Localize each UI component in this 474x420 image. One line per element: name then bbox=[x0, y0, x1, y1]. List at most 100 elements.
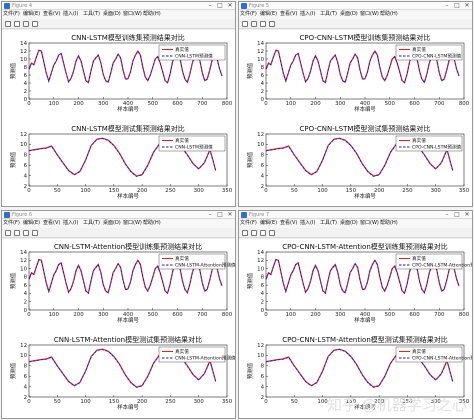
title-bar[interactable]: Figure 7 – □ ✕ bbox=[239, 211, 472, 219]
print-icon[interactable] bbox=[32, 21, 38, 27]
title-bar[interactable]: Figure 5 – □ ✕ bbox=[239, 2, 472, 10]
matlab-figure-icon bbox=[4, 3, 10, 9]
axes: CNN-LSTM-Attention模型训练集预测结果对比02468101214… bbox=[9, 242, 235, 324]
menu-view[interactable]: 查看(V) bbox=[43, 11, 61, 17]
menu-insert[interactable]: 插入(I) bbox=[300, 220, 316, 226]
menu-desktop[interactable]: 桌面(D) bbox=[103, 11, 121, 17]
y-axis-label: 预测值 bbox=[9, 62, 17, 79]
save-icon[interactable] bbox=[23, 21, 29, 27]
close-icon[interactable]: ✕ bbox=[464, 211, 470, 218]
title-bar[interactable]: Figure 6 – □ ✕ bbox=[2, 211, 235, 219]
x-tick-label: 300 bbox=[431, 399, 442, 405]
print-icon[interactable] bbox=[269, 230, 275, 236]
menu-file[interactable]: 文件(F) bbox=[240, 11, 257, 17]
menu-file[interactable]: 文件(F) bbox=[3, 11, 20, 17]
menu-tools[interactable]: 工具(T) bbox=[83, 11, 100, 17]
maximize-icon[interactable]: □ bbox=[454, 211, 460, 218]
x-tick-label: 200 bbox=[310, 312, 321, 318]
x-axis-label: 样本编号 bbox=[354, 316, 376, 324]
x-tick-label: 300 bbox=[194, 188, 205, 194]
save-icon[interactable] bbox=[260, 21, 266, 27]
y-tick-label: 0 bbox=[261, 308, 265, 314]
new-figure-icon[interactable] bbox=[242, 230, 248, 236]
maximize-icon[interactable]: □ bbox=[454, 2, 460, 9]
save-icon[interactable] bbox=[23, 230, 29, 236]
open-file-icon[interactable] bbox=[251, 21, 257, 27]
menu-window[interactable]: 窗口(W) bbox=[360, 11, 379, 17]
legend-label: 真实值 bbox=[412, 46, 426, 53]
menu-edit[interactable]: 编辑(E) bbox=[260, 220, 278, 226]
figure-window-6[interactable]: Figure 6 – □ ✕ 文件(F) 编辑(E) 查看(V) 插入(I) 工… bbox=[1, 210, 236, 419]
series-line-predicted bbox=[28, 138, 217, 177]
x-tick-label: 200 bbox=[374, 188, 385, 194]
figure-window-7[interactable]: Figure 7 – □ ✕ 文件(F) 编辑(E) 查看(V) 插入(I) 工… bbox=[238, 210, 473, 419]
new-figure-icon[interactable] bbox=[242, 21, 248, 27]
title-bar[interactable]: Figure 4 – □ ✕ bbox=[2, 2, 235, 10]
y-tick-label: 2 bbox=[261, 89, 264, 95]
menu-tools[interactable]: 工具(T) bbox=[320, 220, 337, 226]
legend-box bbox=[158, 44, 226, 61]
menu-file[interactable]: 文件(F) bbox=[3, 220, 20, 226]
y-tick-label: 4 bbox=[261, 384, 265, 390]
figure-canvas: CPO-CNN-LSTM-Attention模型训练集预测结果对比 0 2 4 6 8 10… bbox=[239, 239, 472, 418]
menu-window[interactable]: 窗口(W) bbox=[360, 220, 379, 226]
menu-tools[interactable]: 工具(T) bbox=[320, 11, 337, 17]
minimize-icon[interactable]: – bbox=[208, 211, 212, 218]
menu-tools[interactable]: 工具(T) bbox=[83, 220, 100, 226]
open-file-icon[interactable] bbox=[14, 230, 20, 236]
y-tick-label: 10 bbox=[20, 142, 27, 148]
menu-insert[interactable]: 插入(I) bbox=[300, 11, 316, 17]
menu-view[interactable]: 查看(V) bbox=[43, 220, 61, 226]
menu-window[interactable]: 窗口(W) bbox=[123, 220, 142, 226]
menu-window[interactable]: 窗口(W) bbox=[123, 11, 142, 17]
figure-window-5[interactable]: Figure 5 – □ ✕ 文件(F) 编辑(E) 查看(V) 插入(I) 工… bbox=[238, 1, 473, 207]
menu-edit[interactable]: 编辑(E) bbox=[23, 11, 41, 17]
x-tick-label: 0 bbox=[264, 101, 268, 107]
x-tick-label: 600 bbox=[172, 312, 183, 318]
save-icon[interactable] bbox=[260, 230, 266, 236]
menu-insert[interactable]: 插入(I) bbox=[63, 11, 79, 17]
menu-edit[interactable]: 编辑(E) bbox=[23, 220, 41, 226]
y-tick-label: 6 bbox=[24, 283, 28, 289]
close-icon[interactable]: ✕ bbox=[464, 2, 470, 9]
menu-view[interactable]: 查看(V) bbox=[280, 220, 298, 226]
menu-help[interactable]: 帮助(H) bbox=[380, 220, 398, 226]
x-tick-label: 0 bbox=[264, 399, 268, 405]
close-icon[interactable]: ✕ bbox=[227, 2, 233, 9]
menu-desktop[interactable]: 桌面(D) bbox=[340, 220, 358, 226]
new-figure-icon[interactable] bbox=[5, 21, 11, 27]
minimize-icon[interactable]: – bbox=[445, 2, 449, 9]
menu-edit[interactable]: 编辑(E) bbox=[260, 11, 278, 17]
maximize-icon[interactable]: □ bbox=[217, 211, 223, 218]
menu-help[interactable]: 帮助(H) bbox=[143, 220, 161, 226]
figure-window-4[interactable]: Figure 4 – □ ✕ 文件(F) 编辑(E) 查看(V) 插入(I) 工… bbox=[1, 1, 236, 207]
y-tick-label: 10 bbox=[20, 266, 27, 272]
menu-insert[interactable]: 插入(I) bbox=[63, 220, 79, 226]
print-icon[interactable] bbox=[32, 230, 38, 236]
y-tick-label: 6 bbox=[261, 163, 265, 169]
y-tick-label: 12 bbox=[20, 49, 27, 55]
new-figure-icon[interactable] bbox=[5, 230, 11, 236]
menu-help[interactable]: 帮助(H) bbox=[380, 11, 398, 17]
print-icon[interactable] bbox=[269, 21, 275, 27]
axes: CNN-LSTM模型测试集预测结果对比 2 4 6 8 10 12 0 50 100 150 200 2… bbox=[9, 124, 233, 200]
open-file-icon[interactable] bbox=[14, 21, 20, 27]
menu-file[interactable]: 文件(F) bbox=[240, 220, 257, 226]
maximize-icon[interactable]: □ bbox=[217, 2, 223, 9]
menu-desktop[interactable]: 桌面(D) bbox=[103, 220, 121, 226]
open-file-icon[interactable] bbox=[251, 230, 257, 236]
close-icon[interactable]: ✕ bbox=[227, 211, 233, 218]
minimize-icon[interactable]: – bbox=[445, 211, 449, 218]
menu-desktop[interactable]: 桌面(D) bbox=[340, 11, 358, 17]
x-tick-label: 100 bbox=[80, 399, 91, 405]
menu-view[interactable]: 查看(V) bbox=[280, 11, 298, 17]
menu-help[interactable]: 帮助(H) bbox=[143, 11, 161, 17]
y-tick-label: 12 bbox=[20, 258, 27, 264]
legend-box bbox=[395, 346, 463, 363]
x-tick-label: 50 bbox=[54, 399, 61, 405]
minimize-icon[interactable]: – bbox=[208, 2, 212, 9]
legend-label: CNN-LSTM预测值 bbox=[175, 144, 213, 151]
legend-box bbox=[395, 44, 463, 61]
